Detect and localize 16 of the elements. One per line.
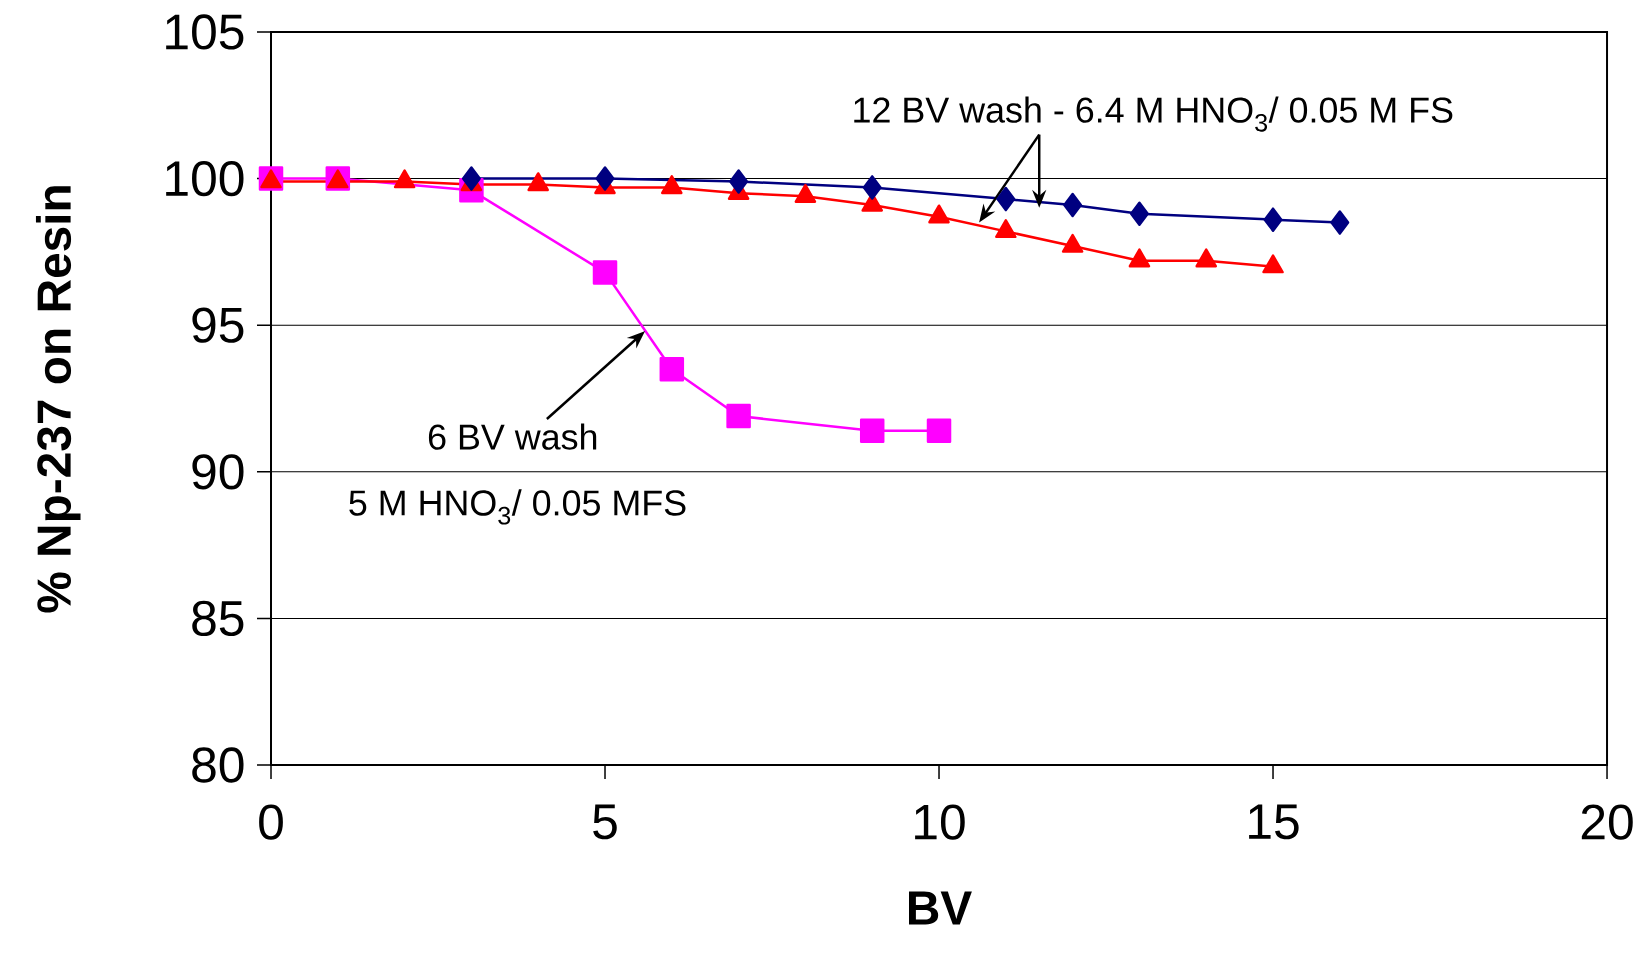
y-axis-title: % Np-237 on Resin	[35, 186, 81, 613]
y-tick-label: 105	[166, 14, 244, 50]
y-tick-label: 100	[166, 160, 244, 197]
x-axis-title: BV	[909, 891, 972, 925]
x-tick-label: 20	[1581, 804, 1633, 840]
x-tick-label: 10	[915, 804, 965, 840]
y-tick-label: 95	[192, 307, 244, 343]
y-tick-label: 90	[192, 454, 244, 490]
annotation: 6 BV wash	[428, 423, 597, 450]
annotation: 12 BV wash - 6.4 M HNO$_{3}$/ 0.05 M FS	[854, 96, 1453, 132]
y-tick-label: 80	[192, 747, 244, 783]
annotation: 5 M HNO$_{3}$/ 0.05 MFS	[349, 489, 686, 525]
x-tick-label: 15	[1249, 804, 1299, 840]
y-tick-label: 85	[192, 600, 244, 637]
x-tick-label: 5	[593, 804, 617, 840]
x-tick-label: 0	[259, 804, 283, 840]
